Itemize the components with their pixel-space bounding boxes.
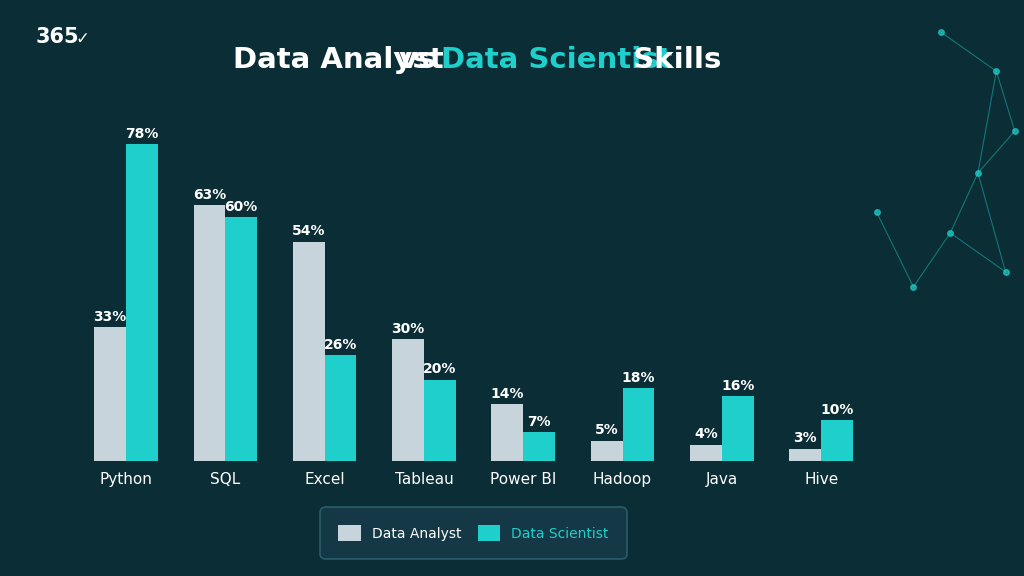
- Text: 7%: 7%: [527, 415, 551, 429]
- Text: 63%: 63%: [193, 188, 226, 202]
- Text: 18%: 18%: [622, 370, 655, 385]
- Bar: [325, 355, 356, 461]
- Text: 60%: 60%: [224, 200, 258, 214]
- Text: 5%: 5%: [595, 423, 618, 437]
- Bar: [591, 441, 623, 461]
- Bar: [623, 388, 654, 461]
- Legend: Data Analyst, Data Scientist: Data Analyst, Data Scientist: [326, 513, 622, 554]
- Text: 10%: 10%: [820, 403, 854, 417]
- Bar: [790, 449, 821, 461]
- Bar: [225, 217, 257, 461]
- Text: 78%: 78%: [125, 127, 159, 141]
- Bar: [194, 205, 225, 461]
- Bar: [293, 242, 325, 461]
- Bar: [126, 144, 158, 461]
- Bar: [523, 433, 555, 461]
- Bar: [821, 420, 853, 461]
- Bar: [690, 445, 722, 461]
- Text: 26%: 26%: [324, 338, 357, 352]
- Text: Data Analyst: Data Analyst: [232, 47, 443, 74]
- Bar: [492, 404, 523, 461]
- Text: vs: vs: [389, 47, 445, 74]
- Bar: [392, 339, 424, 461]
- Text: 14%: 14%: [490, 386, 524, 401]
- Text: 33%: 33%: [93, 310, 127, 324]
- Bar: [94, 327, 126, 461]
- Text: Data Scientist: Data Scientist: [441, 47, 673, 74]
- Text: ✓: ✓: [76, 30, 90, 48]
- Text: 54%: 54%: [292, 225, 326, 238]
- Text: 365: 365: [36, 28, 80, 47]
- Bar: [722, 396, 754, 461]
- Text: 4%: 4%: [694, 427, 718, 441]
- Bar: [424, 380, 456, 461]
- Text: 20%: 20%: [423, 362, 457, 376]
- Text: 3%: 3%: [794, 431, 817, 445]
- Text: 16%: 16%: [721, 378, 755, 393]
- Text: Skills: Skills: [624, 47, 722, 74]
- Text: 30%: 30%: [391, 322, 425, 336]
